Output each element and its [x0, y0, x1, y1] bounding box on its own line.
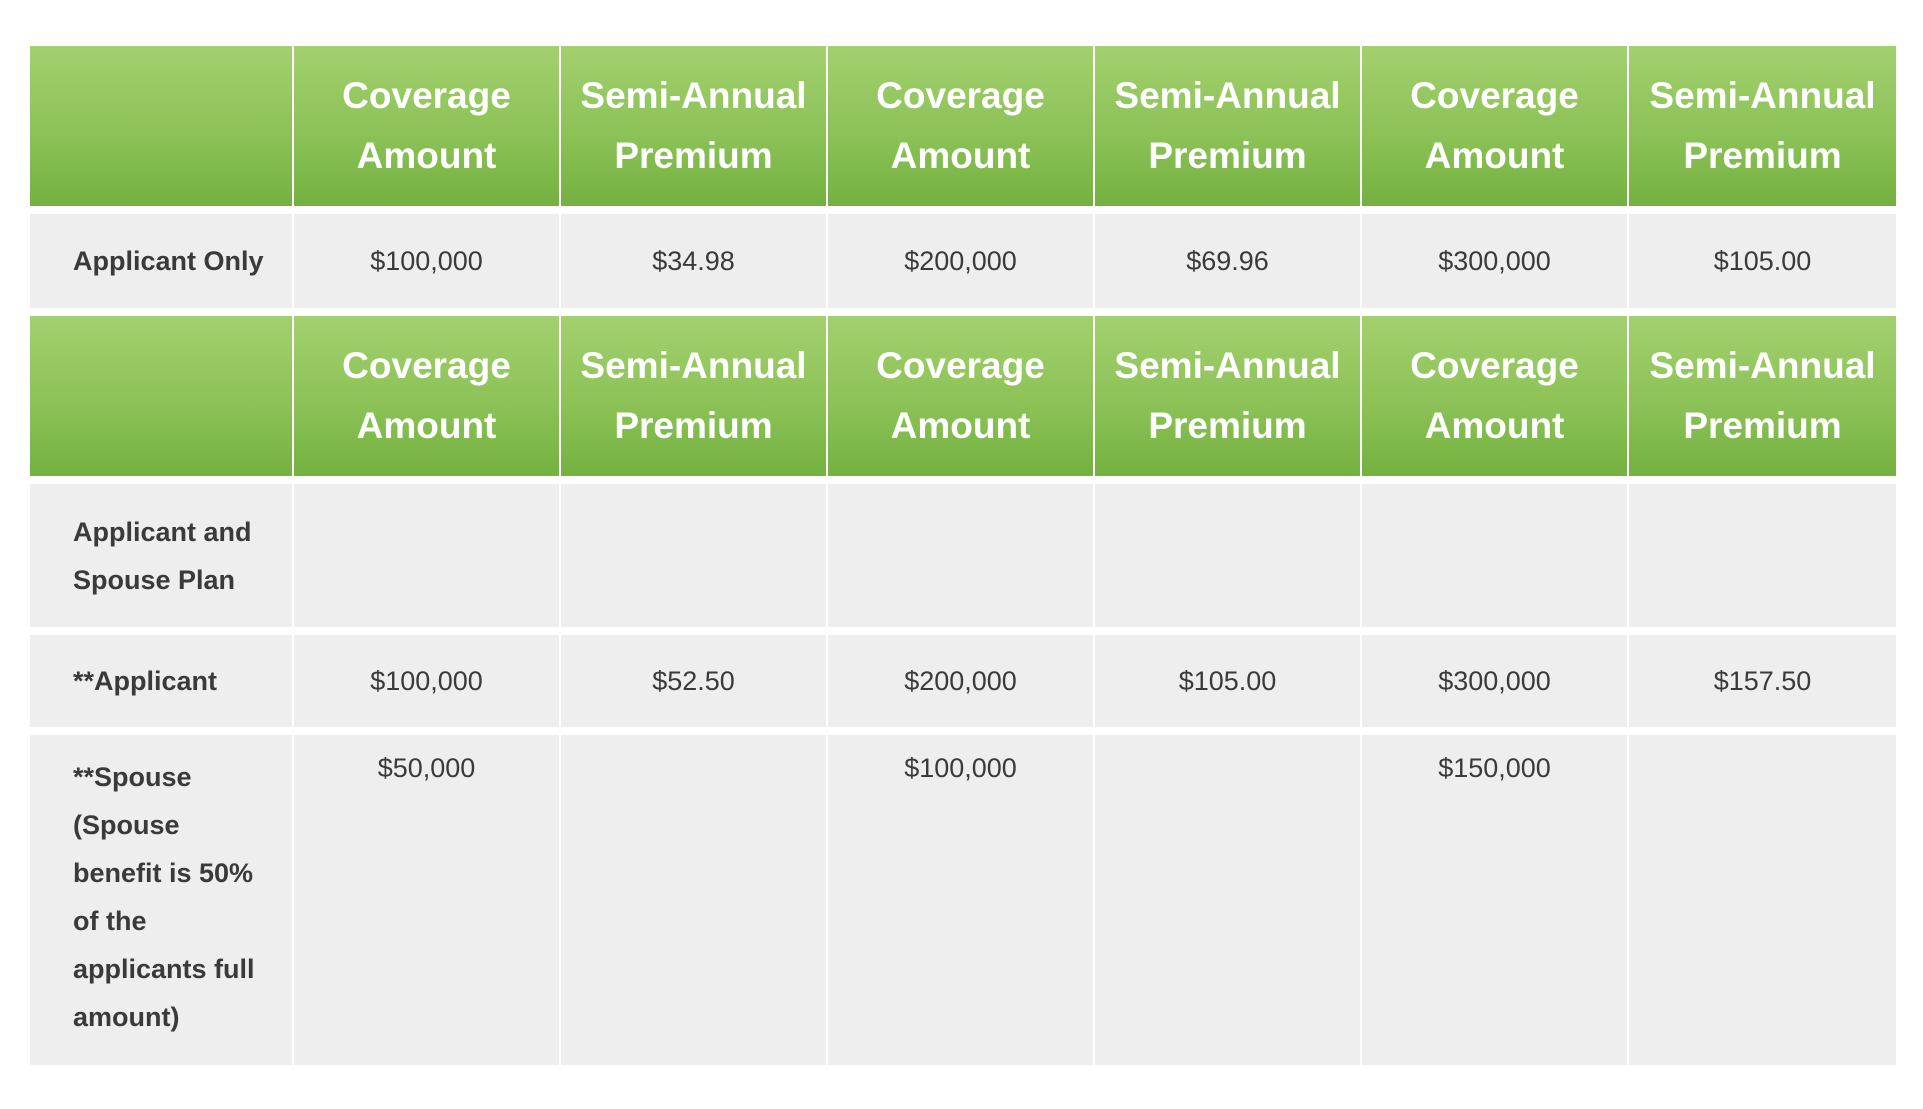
semi-annual-premium-cell: $69.96: [1095, 214, 1362, 316]
table-row-applicant-and-spouse-plan: Applicant and Spouse Plan: [30, 484, 1896, 635]
semi-annual-premium-cell: $34.98: [561, 214, 828, 316]
table-row-spouse: **Spouse (Spouse benefit is 50% of the a…: [30, 735, 1896, 1073]
empty-cell: [1362, 484, 1629, 635]
coverage-amount-cell: $100,000: [294, 214, 561, 316]
header-semi-annual-premium: Semi-Annual Premium: [1095, 46, 1362, 214]
coverage-amount-cell: $150,000: [1362, 735, 1629, 1073]
header-empty-cell: [30, 46, 294, 214]
table-header-row: Coverage Amount Semi-Annual Premium Covera…: [30, 46, 1896, 214]
premium-rate-table: Coverage Amount Semi-Annual Premium Covera…: [30, 46, 1896, 1073]
table-header-row: Coverage Amount Semi-Annual Premium Covera…: [30, 316, 1896, 484]
header-semi-annual-premium: Semi-Annual Premium: [1629, 316, 1896, 484]
empty-cell: [294, 484, 561, 635]
coverage-amount-cell: $100,000: [294, 635, 561, 735]
empty-cell: [828, 484, 1095, 635]
coverage-amount-cell: $200,000: [828, 635, 1095, 735]
semi-annual-premium-cell: $52.50: [561, 635, 828, 735]
coverage-amount-cell: $300,000: [1362, 635, 1629, 735]
row-label: Applicant and Spouse Plan: [30, 484, 294, 635]
empty-cell: [1095, 484, 1362, 635]
header-semi-annual-premium: Semi-Annual Premium: [1095, 316, 1362, 484]
table-row-applicant: **Applicant $100,000 $52.50 $200,000 $10…: [30, 635, 1896, 735]
table-row-applicant-only: Applicant Only $100,000 $34.98 $200,000 …: [30, 214, 1896, 316]
empty-cell: [561, 484, 828, 635]
coverage-amount-cell: $100,000: [828, 735, 1095, 1073]
header-semi-annual-premium: Semi-Annual Premium: [561, 46, 828, 214]
header-coverage-amount: Coverage Amount: [1362, 46, 1629, 214]
empty-cell: [1629, 484, 1896, 635]
semi-annual-premium-cell: $157.50: [1629, 635, 1896, 735]
coverage-amount-cell: $200,000: [828, 214, 1095, 316]
header-semi-annual-premium: Semi-Annual Premium: [561, 316, 828, 484]
semi-annual-premium-cell: [1629, 735, 1896, 1073]
coverage-amount-cell: $50,000: [294, 735, 561, 1073]
coverage-amount-cell: $300,000: [1362, 214, 1629, 316]
header-coverage-amount: Coverage Amount: [1362, 316, 1629, 484]
row-label: **Spouse (Spouse benefit is 50% of the a…: [30, 735, 294, 1073]
header-coverage-amount: Coverage Amount: [294, 46, 561, 214]
semi-annual-premium-cell: [1095, 735, 1362, 1073]
header-coverage-amount: Coverage Amount: [828, 46, 1095, 214]
semi-annual-premium-cell: $105.00: [1629, 214, 1896, 316]
header-coverage-amount: Coverage Amount: [294, 316, 561, 484]
semi-annual-premium-cell: $105.00: [1095, 635, 1362, 735]
row-label: Applicant Only: [30, 214, 294, 316]
row-label: **Applicant: [30, 635, 294, 735]
header-empty-cell: [30, 316, 294, 484]
header-coverage-amount: Coverage Amount: [828, 316, 1095, 484]
header-semi-annual-premium: Semi-Annual Premium: [1629, 46, 1896, 214]
semi-annual-premium-cell: [561, 735, 828, 1073]
